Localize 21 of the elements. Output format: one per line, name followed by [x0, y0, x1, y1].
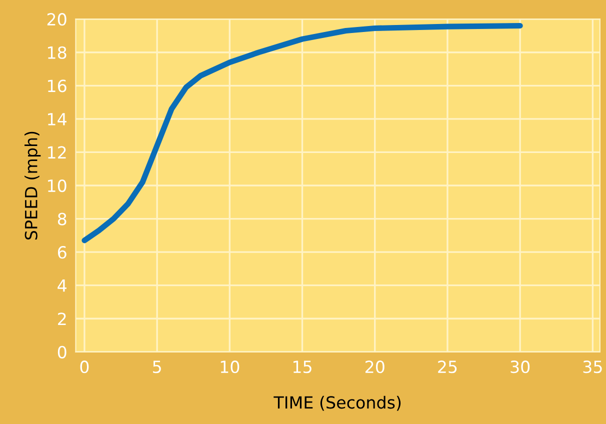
- y-tick-label: 14: [48, 113, 66, 126]
- x-axis-title: TIME (Seconds): [274, 396, 401, 411]
- y-tick-label: 18: [48, 46, 66, 59]
- y-tick-label: 0: [58, 346, 66, 358]
- y-tick-label: 20: [47, 13, 66, 26]
- x-tick-label: 25: [438, 360, 457, 374]
- y-tick-label: 6: [58, 246, 66, 259]
- x-tick-label: 20: [365, 360, 384, 374]
- y-tick-label: 10: [48, 179, 66, 192]
- x-tick-label: 35: [583, 360, 602, 374]
- x-tick-label: 5: [153, 360, 161, 374]
- y-tick-label: 8: [58, 212, 66, 226]
- x-tick-label: 0: [80, 360, 89, 374]
- x-tick-label: 10: [220, 360, 240, 374]
- y-tick-label: 2: [58, 312, 66, 325]
- x-tick-label: 30: [510, 360, 530, 374]
- y-tick-label: 12: [48, 146, 66, 159]
- y-tick-label: 16: [48, 80, 66, 92]
- y-tick-label: 4: [58, 280, 66, 292]
- y-axis-title: SPEED (mph): [24, 132, 41, 240]
- x-tick-label: 15: [293, 360, 312, 374]
